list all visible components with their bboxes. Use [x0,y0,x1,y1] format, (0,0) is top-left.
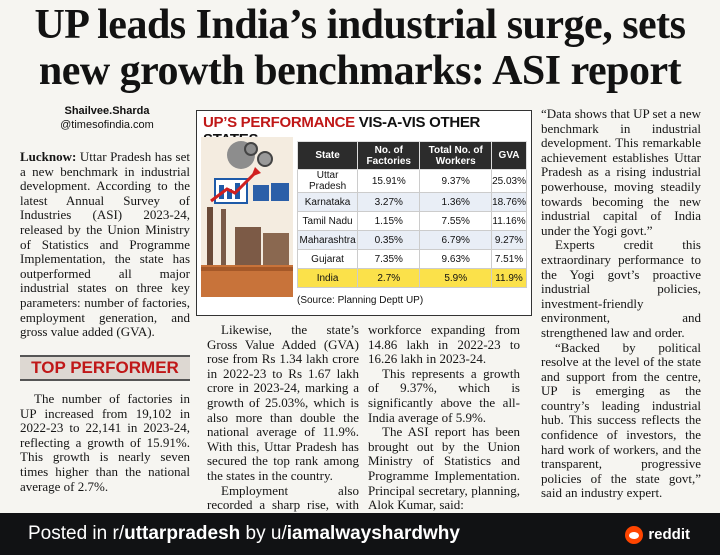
subreddit-link[interactable]: uttarpradesh [124,523,241,544]
column-header-factories: No. of Factories [357,141,421,170]
footer-prefix: Posted in r/ [28,523,125,544]
table-cell: 6.79% [419,230,493,250]
article-column-1: Lucknow: Uttar Pradesh has set a new ben… [20,149,190,340]
user-link[interactable]: iamalwayshardwhy [286,523,460,544]
footer-by: by u/ [240,523,287,544]
article-column-4: “Data shows that UP set a new benchmark … [541,106,701,501]
table-row: Maharashtra 0.35% 6.79% 9.27% [296,230,527,250]
table-row-india-highlight: India 2.7% 5.9% 11.9% [296,268,527,288]
paragraph: Experts credit this extraordinary perfor… [541,237,701,340]
table-cell: 3.27% [357,192,421,212]
paragraph: The number of factories in UP increased … [20,391,190,494]
table-source-note: (Source: Planning Deptt UP) [297,295,424,306]
table-cell: 15.91% [357,169,421,193]
article-column-1-continued: The number of factories in UP increased … [20,391,190,494]
table-cell: 11.16% [491,211,527,231]
author-handle: @timesofindia.com [60,119,154,131]
table-cell: 25.03% [491,169,527,193]
reddit-footer-bar: Posted in r/uttarpradesh by u/iamalwaysh… [0,513,720,555]
article-column-3: workforce expanding from 14.86 lakh in 2… [368,322,520,513]
table-row: Gujarat 7.35% 9.63% 7.51% [296,249,527,269]
table-cell: 1.15% [357,211,421,231]
column-header-workers: Total No. of Workers [419,141,493,170]
table-cell: 9.27% [491,230,527,250]
table-cell: 7.55% [419,211,493,231]
table-cell: 2.7% [357,268,421,288]
paragraph: Employment also recorded a sharp rise, w… [207,482,359,513]
paragraph: “Backed by political resolve at the leve… [541,339,701,501]
paragraph: Likewise, the state’s Gross Value Added … [207,322,359,483]
newspaper-clipping: UP leads India’s industrial surge, sets … [0,0,720,513]
reddit-icon [625,526,644,544]
paragraph: This represents a growth of 9.37%, which… [368,365,520,425]
paragraph: “Data shows that UP set a new benchmark … [541,106,701,238]
headline-line-2: new growth benchmarks: ASI report [38,48,682,94]
table-cell: 1.36% [419,192,493,212]
table-cell: 0.35% [357,230,421,250]
table-cell: 18.76% [491,192,527,212]
table-cell: Karnataka [296,192,359,212]
article-column-2: Likewise, the state’s Gross Value Added … [207,322,359,513]
table-row: Tamil Nadu 1.15% 7.55% 11.16% [296,211,527,231]
headline: UP leads India’s industrial surge, sets … [10,2,710,94]
dateline: Lucknow: [20,149,77,164]
table-cell: 9.37% [419,169,493,193]
table-header-row: State No. of Factories Total No. of Work… [296,141,527,170]
table-cell: Tamil Nadu [296,211,359,231]
table-cell: India [296,268,359,288]
table-cell: 5.9% [419,268,493,288]
table-cell: Gujarat [296,249,359,269]
table-cell: 7.51% [491,249,527,269]
paragraph: workforce expanding from 14.86 lakh in 2… [368,322,520,367]
table-cell: 9.63% [419,249,493,269]
table-cell: Uttar Pradesh [296,169,359,193]
reddit-wordmark: reddit [648,526,690,543]
states-comparison-table: State No. of Factories Total No. of Work… [296,141,527,288]
subhead-top-performer: TOP PERFORMER [20,355,190,381]
headline-line-1: UP leads India’s industrial surge, sets [34,2,686,48]
column-header-gva: GVA [491,141,527,170]
reddit-logo: reddit [625,526,690,544]
column-header-state: State [296,141,359,170]
table-cell: 7.35% [357,249,421,269]
factory-illustration-icon [201,137,293,297]
author-name: Shailvee.Sharda [64,105,150,117]
performance-infographic: UP’S PERFORMANCE VIS-A-VIS OTHER STATES [196,110,532,316]
infographic-title-red: UP’S PERFORMANCE [203,114,359,131]
paragraph: Uttar Pradesh has set a new benchmark in… [20,149,190,340]
paragraph: The ASI report has been brought out by t… [368,424,520,513]
table-cell: 11.9% [491,268,527,288]
table-row: Uttar Pradesh 15.91% 9.37% 25.03% [296,169,527,193]
table-cell: Maharashtra [296,230,359,250]
byline: Shailvee.Sharda @timesofindia.com [22,104,192,132]
table-row: Karnataka 3.27% 1.36% 18.76% [296,192,527,212]
